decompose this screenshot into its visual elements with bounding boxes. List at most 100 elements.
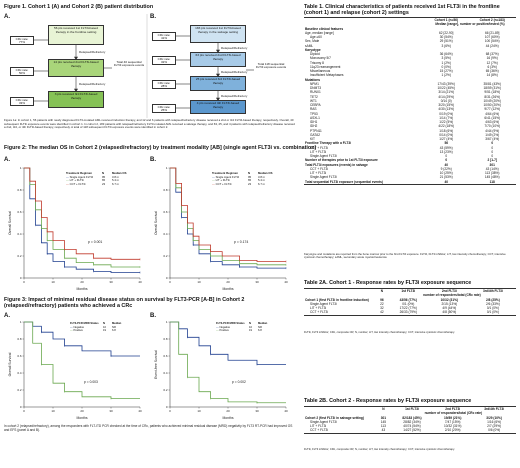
table1-cohort1-value: 1 (2%) (441, 60, 451, 65)
figure1-title: Figure 1. Cohort 1 (A) and Cohort 2 (B) … (4, 4, 154, 10)
table2b-row: Single Agent FLT3i 145 28/82 (34%) 7/47 (15… (304, 420, 516, 424)
table2b-row: CCT + FLT3i 43 14/27 (52%) 2/10 (20%) 0/6 (0… (304, 428, 516, 432)
table1-row-label: Frontline Therapy with a FLT3i (305, 141, 351, 146)
table1-cohort2-value: 0 (491, 141, 494, 146)
legend-3b-header: FLT3-PCR MRD Status N Median (216, 322, 267, 326)
table1-row-label: IDH2 (310, 124, 318, 129)
b-arrow-label-2: Relapsed/Refractory (221, 70, 248, 74)
x-tick-label: 0 (169, 409, 171, 413)
table2b-body: Cohort 2 (first FLT3i in salvage setting… (304, 416, 516, 433)
table1-row-label: PTPN11 (310, 128, 322, 133)
x-tick-label: 30 (255, 409, 259, 413)
x-tick-label: 40 (138, 280, 142, 284)
table1-row: CCT + FLT3i 9 (22%) 43 (14%) (304, 167, 516, 171)
table1-row: CEBPA 3/20 (15%) 10/50 (20%) (304, 103, 516, 107)
a-crc-rate-1: CRc rate: 77% (10, 36, 34, 45)
legend-2a-row: — Single Agent FLT3i 95 3.8 m (66, 174, 126, 180)
legend-2b-header: Treatment Regimen N Median OS (212, 171, 272, 176)
y-tick-label: 0 (166, 405, 168, 409)
figure1-panel-b-label: B. (150, 14, 156, 20)
table2a-row: Cohort 1 (first FLT3i in frontline induc… (304, 298, 516, 302)
y-tick-label: 0.2 (17, 254, 22, 258)
table2a-third: 2/6 (33%) (486, 301, 500, 306)
table1-row-label: RUNX1 (310, 90, 321, 95)
y-tick-label: 0 (20, 276, 22, 280)
table1-row-label: Single Agent FLT3i (310, 175, 337, 180)
table2a-second: 4/9 (44%) (442, 306, 457, 310)
table1-cohort2-value: 118 (489, 179, 495, 184)
table2b-h-2: 2nd FLT3i (445, 407, 461, 411)
table1-row: Age, median [range] 62 [22-90] 66 [21-89] (304, 31, 516, 35)
table1-cohort2-value: 113 (38%) (484, 171, 500, 175)
x-tick-label: 30 (109, 280, 113, 284)
table1-cohort2-value: 66 [21-89] (485, 30, 500, 35)
table1-row-label: KIT (310, 137, 315, 141)
table1-row: Age ≥60 30 (54%) 107 (60%) (304, 35, 516, 39)
table1-row: IDH1 1/22 (5%) 4/63 (6%) (304, 120, 516, 124)
table1-cohort1-value: 56 (444, 141, 448, 146)
legend-2b-r1-name: — LIT + FLT3i (212, 178, 230, 183)
legend-2b-r0-n: 95 (248, 174, 252, 179)
table2b-subheader-row: number of responders/total (CRc rate) (304, 411, 516, 415)
table1-cohort1-value: 30 (54%) (439, 35, 453, 39)
y-axis-label: Overall Survival (8, 211, 12, 235)
table2a-row-label: CCT + FLT3i (310, 310, 329, 315)
table1-row: Single Agent FLT3i 21 (53%) 145 (48%) (304, 175, 516, 179)
table1-cohort2-value: 10/50 (20%) (483, 103, 501, 107)
table2a-h-1: 1st FLT3i (401, 289, 416, 293)
table1-row: PTPN11 1/18 (6%) 4/44 (9%) (304, 129, 516, 133)
x-tick-label: 0 (23, 409, 25, 413)
legend-3b: FLT3-PCR MRD Status N Median — Negative … (216, 322, 267, 333)
legend-3b-h2: N (249, 322, 251, 325)
table1-row: Insufficient Metaphases 1 (2%) 14 (8%) (304, 73, 516, 77)
legend-2a-row: — CCT + FLT3i 23 6.7 m (66, 182, 126, 187)
legend-2b-row: — Single Agent FLT3i 95 3.8 m (212, 174, 272, 180)
table1-cohort2-value: 44 (24%) (485, 43, 499, 48)
legend-2b: Treatment Regimen N Median OS — Single A… (212, 171, 272, 187)
x-axis-label: Months (76, 416, 87, 420)
table1-row-label: ASXL1 (310, 115, 320, 120)
table1-cohort2-value: 10/49 (20%) (483, 98, 501, 103)
table1-cohort2-value: 0 (491, 154, 494, 158)
table1-row-label: DNMT3 (310, 86, 321, 90)
legend-2b-r2-name: — CCT + FLT3i (212, 181, 232, 186)
y-tick-label: 1 (166, 320, 168, 324)
a-arrow-label-1: Relapsed/Refractory (79, 50, 106, 54)
y-tick-label: 1 (166, 166, 168, 170)
table1-row: sAML 3 (6%) 44 (24%) (304, 44, 516, 48)
legend-3a-h3: Median (112, 322, 122, 325)
table2a-third: 2/8 (25%) (486, 297, 500, 302)
x-axis-label: Months (222, 287, 233, 291)
legend-2a-r0-n: 95 (102, 174, 106, 179)
table2b-header-row: N 1st FLT3i 2nd FLT3i 3rd/4th FLT3i (304, 407, 516, 411)
legend-2a: Treatment Regimen N Median OS — Single A… (66, 171, 126, 187)
x-tick-label: 0 (169, 280, 171, 284)
y-tick-label: 0 (20, 405, 22, 409)
legend-3a-header: FLT3-PCR MRD Status N Median (70, 322, 121, 326)
table2b-n: 145 (380, 419, 387, 424)
table1-cohort1-value: 15 (27%) (439, 69, 453, 73)
table1-row-label: Insufficient Metaphases (310, 73, 344, 78)
a-box-2nd: 14 pts received 2nd FLT3i-based therapy (48, 59, 104, 77)
table2b-first: 28/82 (34%) (403, 419, 421, 424)
table2b-second: 10/32 (31%) (444, 424, 462, 428)
table1-row-label: IDH1 (310, 120, 318, 124)
table1-cohort1-value: 3 (6%) (441, 43, 451, 48)
table1-cohort2-value: 65 (36%) (485, 69, 499, 73)
table2a-header-row: N 1st FLT3i 2nd FLT3i 3rd/4th FLT3i (304, 289, 516, 293)
table2a-first: 26/33 (79%) (399, 310, 417, 315)
table1-col2: Cohort 2 (n=183) (479, 18, 505, 22)
table2a-subheader-row: number of responders/total (CRc rate) (304, 293, 516, 297)
table1-row: Total FLT3i exposures (events) in salvag… (304, 163, 516, 167)
table1-body: Baseline clinical features Age, median [r… (304, 27, 516, 184)
table1-cohort2-value: 301 (489, 162, 495, 167)
table1-row-label: CCT + FLT3i (310, 145, 329, 150)
x-tick-label: 0 (23, 280, 25, 284)
table2a-h-2: 2nd FLT3i (441, 289, 457, 293)
table1-cohort1-value: 0 (445, 154, 448, 158)
table2a-third: 0/1 (0%) (486, 306, 499, 310)
legend-3a-row: — Positive 19 6.8 (70, 329, 121, 333)
legend-3b-h3: Median (258, 322, 268, 325)
table1: Cohort 1 (n=56) Cohort 2 (n=183) Median … (304, 17, 516, 185)
